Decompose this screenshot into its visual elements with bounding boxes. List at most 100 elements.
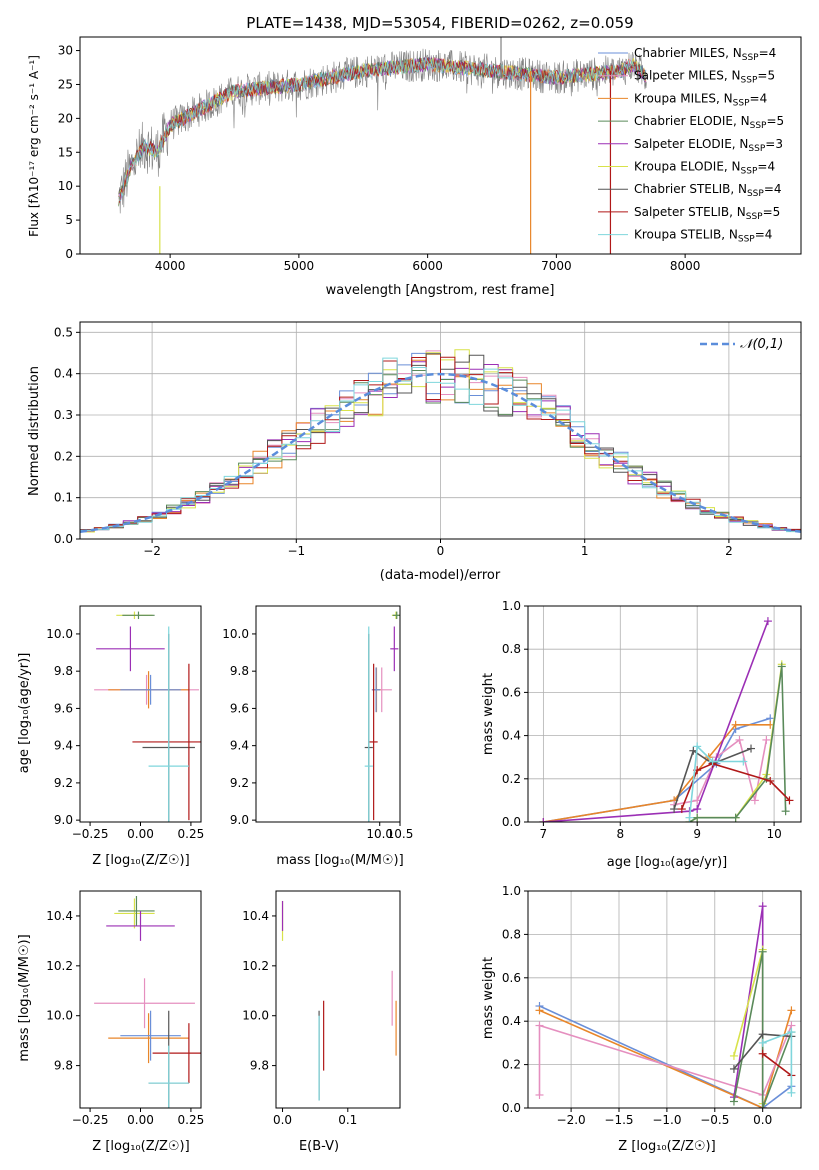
y-tick-label: 0.0: [54, 532, 73, 546]
y-tick-label: 10.0: [46, 1009, 73, 1023]
y-tick-label: 0.8: [502, 642, 521, 656]
spectrum-model-chabrier_stelib: [118, 57, 647, 195]
x-tick-label: −0.5: [700, 1113, 729, 1127]
y-tick-label: 10.0: [46, 627, 73, 641]
z-age-xlabel: Z [log₁₀(Z/Z☉)]: [92, 853, 189, 868]
ebv-mass-panel: 0.0 0.1 9.8 10.0 10.2 10.4 E(B-V): [242, 890, 401, 1154]
y-tick-label: 9.0: [54, 813, 73, 827]
legend-suffix: =4: [759, 46, 777, 60]
legend-label-kroupa_elodie: Kroupa ELODIE, NSSP=4: [634, 160, 775, 177]
plot-area: [94, 895, 201, 1108]
histogram-step-kroupa_stelib: [80, 357, 801, 533]
spectrum-legend: Chabrier MILES, NSSP=4 Salpeter MILES, NS…: [598, 46, 784, 245]
y-tick-label: 0.2: [54, 449, 73, 463]
y-tick-label: 9.6: [54, 701, 73, 715]
weight-age-ylabel: mass weight: [481, 673, 496, 755]
x-tick-label: −2: [143, 544, 161, 558]
x-tick-label: 2: [725, 544, 733, 558]
weight-age-panel: 7 8 9 10 0.0 0.2 0.4 0.6 0.8 1.0 age [log₁₀(age/y…: [481, 599, 802, 870]
y-tick-label: 5: [65, 213, 73, 227]
legend-suffix: =4: [750, 91, 768, 105]
x-tick-label: 0.00: [127, 1113, 154, 1127]
y-tick-label: 0.6: [502, 971, 521, 985]
y-tick-label: 25: [58, 77, 73, 91]
legend-subscript: SSP: [748, 144, 765, 154]
x-tick-label: 0.25: [178, 1113, 205, 1127]
legend-suffix: =5: [757, 69, 775, 83]
axes-frame: [275, 890, 401, 1109]
y-tick-label: 0.2: [502, 772, 521, 786]
y-tick-label: 10.2: [242, 959, 269, 973]
histogram-xlabel: (data-model)/error: [380, 568, 501, 583]
weight-line-chabrier_stelib: [673, 747, 752, 810]
weight-line-chabrier_miles: [539, 1005, 792, 1108]
z-mass-xlabel: Z [log₁₀(Z/Z☉)]: [92, 1139, 189, 1154]
y-tick-label: 0: [65, 247, 73, 261]
y-tick-label: 10.2: [46, 959, 73, 973]
x-tick-label: 7000: [541, 259, 572, 273]
plot-area: [94, 611, 201, 822]
normal-curve: [80, 372, 801, 534]
y-tick-label: 9.4: [54, 739, 73, 753]
weight-z-panel: −2.0 −1.5 −1.0 −0.5 0.0 0.0 0.2 0.4 0.6 0.8 1.0 Z …: [481, 884, 802, 1154]
x-tick-label: 7: [540, 827, 548, 841]
histogram-legend-label: 𝒩(0,1): [740, 337, 783, 352]
z-mass-panel: −0.25 0.00 0.25 9.8 10.0 10.2 10.4 Z [log₁₀(Z/…: [17, 890, 205, 1154]
y-tick-label: 9.8: [250, 1059, 269, 1073]
y-tick-label: 0.6: [502, 685, 521, 699]
spectrum-model-kroupa_elodie: [118, 57, 647, 196]
weight-line-chabrier_elodie: [689, 666, 787, 822]
spectrum-model-kroupa_stelib: [118, 57, 647, 202]
legend-subscript: SSP: [741, 167, 758, 177]
x-tick-label: 4000: [155, 259, 186, 273]
mass-age-xlabel: mass [log₁₀(M/M☉)]: [276, 853, 403, 868]
y-tick-label: 0.4: [502, 729, 521, 743]
legend-suffix: =5: [766, 114, 784, 128]
x-tick-label: 10.0: [366, 827, 393, 841]
x-tick-label: 0.1: [338, 1113, 357, 1127]
x-tick-label: 6000: [412, 259, 443, 273]
y-tick-label: 9.8: [54, 664, 73, 678]
x-tick-label: −1.5: [604, 1113, 633, 1127]
y-tick-label: 9.8: [54, 1059, 73, 1073]
x-tick-label: 1: [581, 544, 589, 558]
residual-histogram-panel: −2 −1 0 1 2 0.0 0.1 0.2 0.3 0.4 0.5 (data-model)/e…: [27, 321, 802, 583]
x-tick-label: 10: [766, 827, 781, 841]
x-tick-label: −1.0: [652, 1113, 681, 1127]
y-tick-label: 10.4: [242, 909, 269, 923]
weight-z-ylabel: mass weight: [481, 957, 496, 1039]
y-tick-label: 15: [58, 145, 73, 159]
y-tick-label: 9.2: [230, 776, 249, 790]
legend-suffix: =4: [764, 182, 782, 196]
x-tick-label: −0.25: [72, 827, 109, 841]
spectrum-title: PLATE=1438, MJD=53054, FIBERID=0262, z=0…: [246, 14, 633, 32]
y-tick-label: 9.8: [230, 664, 249, 678]
legend-subscript: SSP: [738, 235, 755, 245]
legend-label-chabrier_miles: Chabrier MILES, NSSP=4: [634, 46, 776, 63]
y-tick-label: 20: [58, 111, 73, 125]
weight-line-chabrier_elodie: [733, 951, 793, 1108]
y-tick-label: 10.0: [242, 1009, 269, 1023]
legend-subscript: SSP: [733, 98, 750, 108]
z-age-ylabel: age [log₁₀(age/yr)]: [17, 653, 32, 774]
weight-line-salpeter_miles: [538, 1024, 793, 1096]
y-tick-label: 1.0: [502, 884, 521, 898]
legend-subscript: SSP: [747, 189, 764, 199]
y-tick-label: 0.0: [502, 815, 521, 829]
legend-label-kroupa_miles: Kroupa MILES, NSSP=4: [634, 91, 767, 108]
x-tick-label: 8: [616, 827, 624, 841]
y-tick-label: 9.6: [230, 701, 249, 715]
y-tick-label: 9.0: [230, 813, 249, 827]
plot-area: [118, 37, 647, 254]
y-tick-label: 0.3: [54, 408, 73, 422]
x-tick-label: 8000: [670, 259, 701, 273]
x-tick-label: 10.5: [387, 827, 414, 841]
legend-label-salpeter_miles: Salpeter MILES, NSSP=5: [634, 69, 775, 86]
y-tick-label: 30: [58, 44, 73, 58]
legend-suffix: =4: [755, 228, 773, 242]
y-tick-label: 9.4: [230, 739, 249, 753]
y-tick-label: 0.4: [54, 367, 73, 381]
x-tick-label: 0.0: [753, 1113, 772, 1127]
plot-area: [539, 617, 794, 822]
spectrum-xlabel: wavelength [Angstrom, rest frame]: [326, 283, 555, 298]
